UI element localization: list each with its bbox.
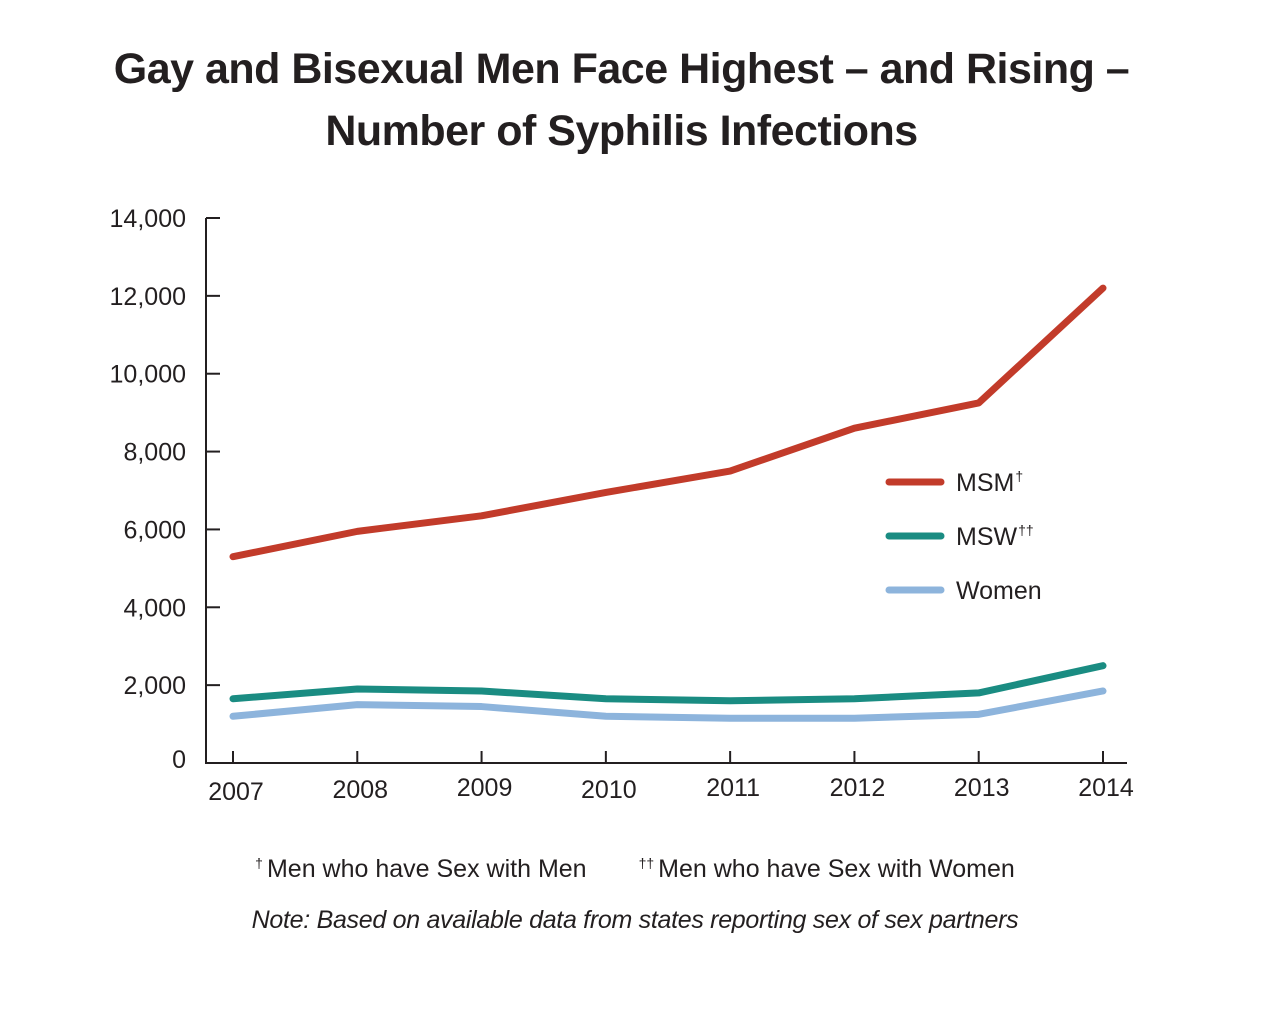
x-tick-label: 2010	[581, 776, 637, 804]
data-note: Note: Based on available data from state…	[251, 906, 1019, 934]
x-tick-label: 2007	[208, 778, 264, 806]
series-line-msm	[229, 284, 1107, 561]
legend-label-women: Women	[956, 577, 1042, 605]
y-tick-label: 8,000	[123, 439, 186, 467]
legend-label-msw: MSW††	[956, 522, 1034, 551]
y-tick-label: 0	[172, 746, 186, 774]
x-tick-label: 2008	[332, 776, 388, 804]
series-line-msw	[229, 662, 1107, 705]
chart-title-line-2: Number of Syphilis Infections	[325, 107, 918, 155]
footnote-msm-marker: †	[255, 855, 263, 871]
legend-footnote-marker: †	[1015, 468, 1023, 484]
footnote-msm-text: Men who have Sex with Men	[266, 855, 587, 883]
y-tick-label: 4,000	[123, 594, 186, 622]
legend-label-msm: MSM†	[956, 468, 1023, 497]
footnote-msw-text: Men who have Sex with Women	[658, 855, 1015, 883]
axis-lines	[205, 218, 1127, 764]
axes	[205, 218, 1127, 764]
x-tick-label: 2012	[830, 774, 886, 802]
chart-title: Gay and Bisexual Men Face Highest – and …	[0, 38, 1243, 162]
x-tick-label: 2011	[706, 774, 760, 802]
footnote-msw-marker: ††	[638, 855, 655, 871]
x-tick-label: 2009	[457, 774, 513, 802]
x-tick-label: 2014	[1078, 774, 1134, 802]
y-tick-label: 6,000	[123, 516, 186, 544]
y-tick-label: 12,000	[110, 283, 186, 311]
x-tick-label: 2013	[954, 774, 1010, 802]
x-axis-ticks: 2007 2008 2009 2010 2011 2012 2013 2014	[208, 751, 1134, 806]
series-line-women	[229, 687, 1107, 722]
legend-footnote-marker: ††	[1018, 522, 1034, 538]
y-axis-ticks: 0 2,000 4,000 6,000 8,000 10,000 12,000 14,000	[110, 205, 220, 774]
legend: MSM† MSW†† Women	[885, 468, 1042, 605]
y-tick-label: 2,000	[123, 672, 186, 700]
y-tick-label: 10,000	[110, 361, 186, 389]
footnote-msw: †† Men who have Sex with Women	[639, 855, 1015, 884]
series-lines	[229, 284, 1107, 722]
footnote-msm: † Men who have Sex with Men	[255, 855, 586, 884]
footnotes: † Men who have Sex with Men †† Men who hav…	[0, 855, 1266, 935]
chart-title-line-1: Gay and Bisexual Men Face Highest – and …	[113, 45, 1130, 93]
y-tick-label: 14,000	[110, 205, 186, 233]
